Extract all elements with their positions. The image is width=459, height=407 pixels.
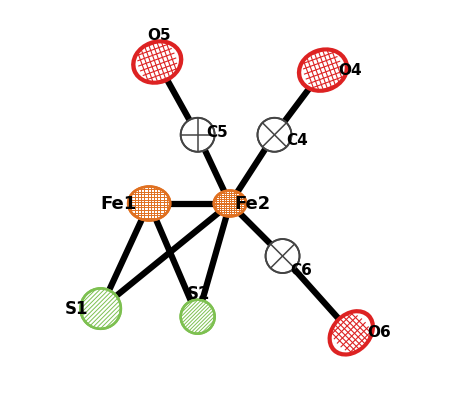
Ellipse shape bbox=[128, 186, 170, 221]
Ellipse shape bbox=[80, 289, 121, 329]
Text: C6: C6 bbox=[289, 263, 311, 278]
Ellipse shape bbox=[213, 190, 246, 217]
Text: O4: O4 bbox=[338, 63, 362, 78]
Ellipse shape bbox=[257, 118, 291, 152]
Text: S2: S2 bbox=[186, 285, 210, 304]
Text: S1: S1 bbox=[65, 300, 88, 317]
Ellipse shape bbox=[180, 118, 214, 152]
Ellipse shape bbox=[330, 312, 371, 354]
Ellipse shape bbox=[299, 50, 345, 90]
Ellipse shape bbox=[134, 42, 180, 82]
Text: O6: O6 bbox=[366, 325, 390, 340]
Text: C4: C4 bbox=[285, 133, 307, 148]
Ellipse shape bbox=[265, 239, 299, 273]
Text: C5: C5 bbox=[206, 125, 228, 140]
Text: Fe2: Fe2 bbox=[234, 195, 270, 212]
Ellipse shape bbox=[180, 300, 214, 334]
Text: O5: O5 bbox=[147, 28, 171, 43]
Text: Fe1: Fe1 bbox=[101, 195, 137, 212]
